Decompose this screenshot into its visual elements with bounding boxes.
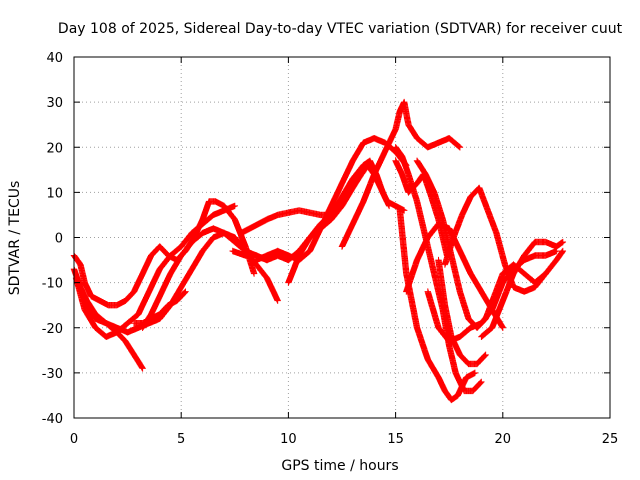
series-11	[338, 98, 464, 250]
y-tick-label: 30	[46, 96, 63, 111]
series-11-markers	[338, 98, 464, 250]
x-tick-label: 0	[70, 432, 78, 447]
y-tick-label: 20	[46, 141, 63, 156]
x-tick-label: 10	[280, 432, 297, 447]
series-18	[478, 238, 567, 340]
x-tick-label: 20	[495, 432, 512, 447]
chart-title: Day 108 of 2025, Sidereal Day-to-day VTE…	[58, 21, 623, 37]
x-tick-label: 25	[602, 432, 619, 447]
series-19-markers	[435, 256, 489, 368]
series-10	[285, 162, 408, 286]
series-20-markers	[392, 157, 451, 259]
y-tick-label: 10	[46, 186, 63, 201]
series-20	[392, 157, 451, 259]
axis-ticks: 0 5 10 15 20 25 -40 -30 -20 -10 0 10 20 30 40	[42, 51, 619, 447]
y-tick-label: -30	[42, 367, 63, 382]
series-10-markers	[285, 162, 408, 286]
series-18-markers	[478, 238, 567, 340]
series-17-markers	[441, 184, 567, 295]
y-tick-label: 0	[55, 232, 63, 247]
y-tick-label: -20	[42, 322, 63, 337]
series-19	[435, 256, 489, 368]
series-17	[441, 184, 567, 295]
y-axis-title: SDTVAR / TECUs	[7, 181, 23, 296]
y-tick-label: -10	[42, 277, 63, 292]
y-tick-label: 40	[46, 51, 63, 66]
y-tick-label: -40	[42, 412, 63, 427]
x-axis-title: GPS time / hours	[281, 458, 398, 474]
x-tick-label: 15	[387, 432, 404, 447]
x-tick-label: 5	[177, 432, 185, 447]
